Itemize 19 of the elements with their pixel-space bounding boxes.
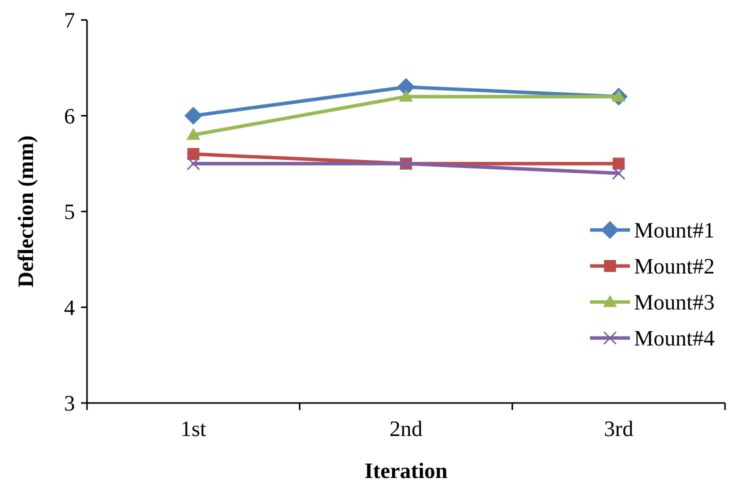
y-tick-label: 7 — [64, 8, 75, 33]
y-tick-label: 4 — [64, 294, 75, 320]
legend-label: Mount#2 — [634, 254, 715, 279]
point — [184, 106, 202, 125]
y-tick-label: 6 — [64, 103, 75, 128]
point — [186, 128, 200, 140]
x-tick-label: 2nd — [390, 416, 422, 441]
point — [187, 148, 200, 160]
x-tick-label: 1st — [180, 416, 206, 441]
y-axis-title: Deflection (mm) — [13, 135, 38, 288]
x-axis-title: Iteration — [364, 458, 448, 483]
legend-label: Mount#3 — [634, 290, 715, 315]
legend-label: Mount#1 — [634, 218, 715, 243]
x-tick-label: 3rd — [604, 416, 634, 441]
y-tick-label: 5 — [64, 199, 75, 224]
point — [612, 158, 625, 170]
legend-label: Mount#4 — [634, 326, 715, 351]
y-tick-label: 3 — [64, 390, 75, 416]
point — [399, 90, 413, 102]
